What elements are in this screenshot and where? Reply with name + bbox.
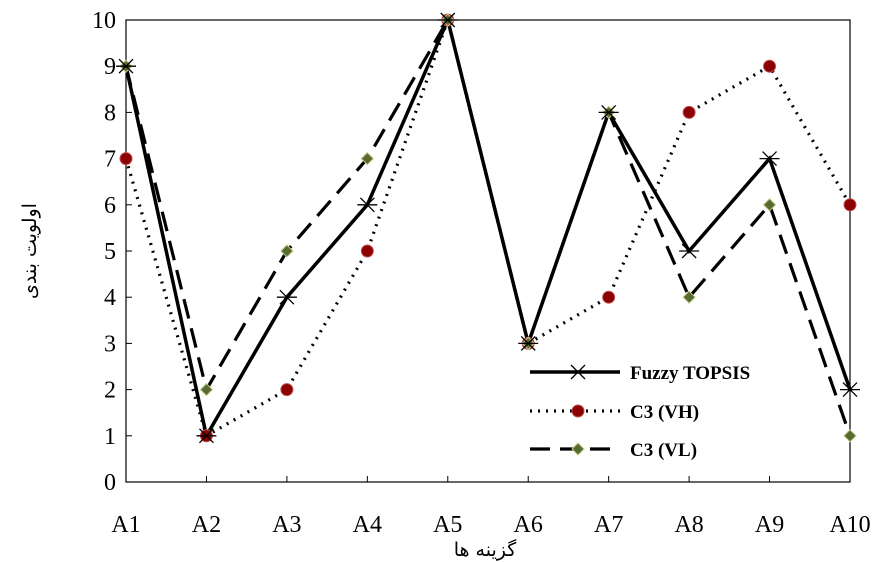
- data-point-s2-A9: [762, 198, 777, 212]
- data-point-s1-A8: [682, 105, 696, 119]
- data-point-s0-A2: [196, 428, 217, 444]
- data-point-s0-A9: [759, 151, 780, 167]
- data-point-s0-A10: [840, 382, 860, 398]
- data-point-s1-A7: [602, 290, 616, 304]
- x-tick-label: A5: [433, 512, 462, 538]
- x-tick-label: A7: [594, 512, 623, 538]
- y-tick-label: 5: [104, 239, 116, 265]
- x-tick-label: A8: [674, 512, 703, 538]
- data-point-s0-A6: [518, 335, 539, 351]
- data-point-s2-A8: [682, 290, 696, 304]
- y-tick-label: 3: [104, 331, 116, 357]
- legend: Fuzzy TOPSIS C3 (VH) C3 (VL): [530, 363, 750, 461]
- data-point-s2-A4: [360, 151, 375, 166]
- data-point-s1-A9: [763, 59, 777, 73]
- y-tick-label: 10: [92, 8, 116, 34]
- y-axis-title: اولویت بندی: [19, 203, 41, 299]
- x-tick-label: A1: [111, 512, 140, 538]
- data-point-s0-A7: [598, 104, 619, 120]
- y-tick-label: 4: [104, 285, 116, 311]
- legend-label-1: C3 (VH): [630, 402, 699, 423]
- x-axis-title: گزینه ها: [454, 538, 518, 561]
- series-lines: [124, 14, 852, 441]
- y-tick-label: 9: [104, 54, 116, 80]
- legend-marker-2: [571, 442, 585, 456]
- data-point-s2-A10: [843, 429, 857, 443]
- x-tick-label: A9: [755, 512, 784, 538]
- data-point-s0-A8: [679, 243, 700, 259]
- data-point-s0-A3: [276, 289, 297, 305]
- y-tick-label: 2: [104, 378, 116, 404]
- x-tick-label: A3: [272, 512, 301, 538]
- x-tick-label: A4: [353, 512, 382, 538]
- legend-marker-0: [568, 364, 588, 380]
- plot-frame: [125, 19, 851, 483]
- x-tick-label: A2: [192, 512, 221, 538]
- data-point-s1-A1: [119, 152, 133, 166]
- y-tick-label: 8: [104, 100, 116, 126]
- axes: 0 1 2 3 4 5 6 7 8 9 10 A1 A2 A3 A4 A5 A6 A7 A8 A9 A10: [92, 8, 871, 538]
- series-line-0: [124, 14, 852, 441]
- y-tick-label: 6: [104, 193, 116, 219]
- legend-marker-1: [571, 404, 585, 418]
- y-tick-label: 0: [104, 470, 116, 496]
- legend-label-0: Fuzzy TOPSIS: [630, 363, 750, 384]
- series-markers: [116, 12, 860, 444]
- legend-label-2: C3 (VL): [630, 440, 697, 461]
- data-point-s0-A1: [116, 58, 136, 74]
- data-point-s0-A5: [437, 12, 458, 28]
- data-point-s2-A3: [280, 244, 294, 258]
- data-point-s1-A3: [280, 383, 294, 397]
- y-tick-label: 7: [104, 147, 116, 173]
- x-tick-label: A6: [514, 512, 543, 538]
- data-point-s2-A2: [199, 382, 214, 397]
- x-tick-label: A10: [829, 512, 870, 538]
- data-point-s1-A10: [843, 198, 857, 212]
- data-point-s1-A4: [360, 244, 374, 258]
- y-tick-label: 1: [104, 424, 116, 450]
- data-point-s0-A4: [357, 197, 378, 213]
